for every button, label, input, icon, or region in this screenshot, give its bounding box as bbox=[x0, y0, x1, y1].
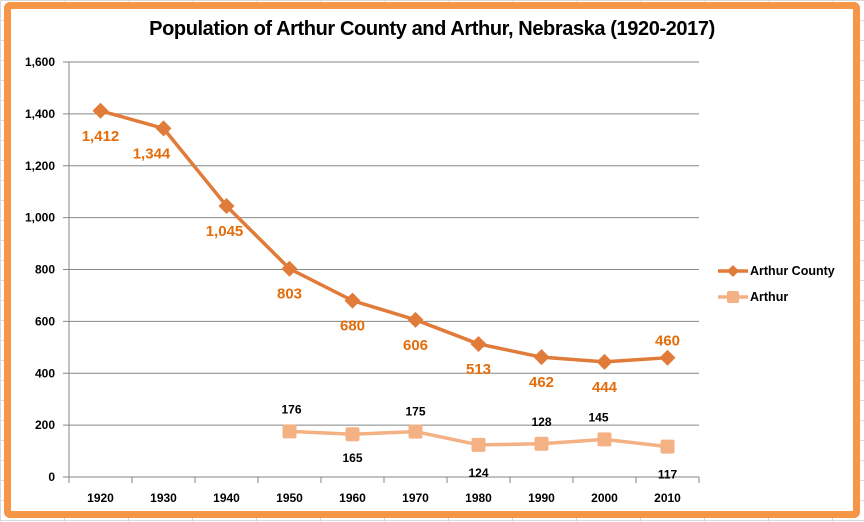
chart-title: Population of Arthur County and Arthur, … bbox=[149, 18, 715, 40]
data-label: 803 bbox=[277, 286, 302, 303]
diamond-marker bbox=[281, 260, 298, 277]
data-label: 460 bbox=[655, 333, 680, 350]
x-tick-label: 1960 bbox=[339, 491, 366, 505]
x-tick-label: 1930 bbox=[150, 491, 177, 505]
diamond-marker bbox=[533, 349, 550, 366]
x-tick-label: 1940 bbox=[213, 491, 240, 505]
square-marker bbox=[660, 439, 675, 454]
data-label: 462 bbox=[529, 374, 554, 391]
x-tick-label: 2010 bbox=[654, 491, 681, 505]
y-tick-label: 600 bbox=[35, 314, 55, 328]
y-tick-label: 800 bbox=[35, 263, 55, 277]
square-marker bbox=[534, 436, 549, 451]
y-tick-label: 1,000 bbox=[25, 211, 55, 225]
x-tick-label: 1950 bbox=[276, 491, 303, 505]
data-label: 128 bbox=[531, 415, 551, 429]
data-label: 606 bbox=[403, 337, 428, 354]
square-marker bbox=[471, 437, 486, 452]
diamond-marker bbox=[407, 311, 424, 328]
diamond-marker bbox=[155, 120, 172, 137]
data-label: 1,412 bbox=[82, 128, 120, 145]
square-marker bbox=[597, 432, 612, 447]
data-label: 1,045 bbox=[206, 223, 244, 240]
y-tick-label: 1,200 bbox=[25, 159, 55, 173]
data-label: 165 bbox=[342, 451, 362, 465]
y-tick-label: 1,400 bbox=[25, 107, 55, 121]
legend-label: Arthur bbox=[750, 290, 789, 304]
legend-item-arthur-county: Arthur County bbox=[716, 258, 835, 284]
data-label: 145 bbox=[588, 410, 608, 424]
x-tick-label: 1980 bbox=[465, 491, 492, 505]
y-tick-label: 400 bbox=[35, 366, 55, 380]
data-label: 117 bbox=[658, 468, 678, 482]
square-marker bbox=[345, 427, 360, 442]
data-label: 444 bbox=[592, 379, 618, 396]
data-label: 124 bbox=[468, 466, 488, 480]
square-marker bbox=[282, 424, 297, 439]
diamond-marker bbox=[92, 102, 109, 119]
legend-label: Arthur County bbox=[750, 264, 835, 278]
y-tick-label: 1,600 bbox=[25, 55, 55, 69]
x-tick-label: 2000 bbox=[591, 491, 618, 505]
diamond-marker bbox=[659, 349, 676, 366]
chart-frame[interactable] bbox=[4, 2, 860, 518]
diamond-marker bbox=[470, 335, 487, 352]
data-label: 176 bbox=[281, 402, 301, 416]
diamond-marker bbox=[344, 292, 361, 309]
y-tick-label: 200 bbox=[35, 418, 55, 432]
y-tick-label: 0 bbox=[48, 470, 55, 484]
diamond-marker bbox=[218, 197, 235, 214]
data-label: 513 bbox=[466, 361, 491, 378]
diamond-marker bbox=[596, 353, 613, 370]
x-tick-label: 1920 bbox=[87, 491, 114, 505]
x-tick-label: 1990 bbox=[528, 491, 555, 505]
series-line-0 bbox=[100, 109, 668, 364]
data-label: 680 bbox=[340, 318, 365, 335]
data-label: 1,344 bbox=[133, 145, 171, 162]
legend-item-arthur: Arthur bbox=[716, 284, 835, 310]
x-tick-label: 1970 bbox=[402, 491, 429, 505]
square-marker bbox=[408, 424, 423, 439]
square-marker-icon bbox=[716, 290, 750, 304]
data-label: 175 bbox=[405, 405, 425, 419]
diamond-marker-icon bbox=[716, 264, 750, 278]
legend: Arthur County Arthur bbox=[716, 258, 835, 310]
